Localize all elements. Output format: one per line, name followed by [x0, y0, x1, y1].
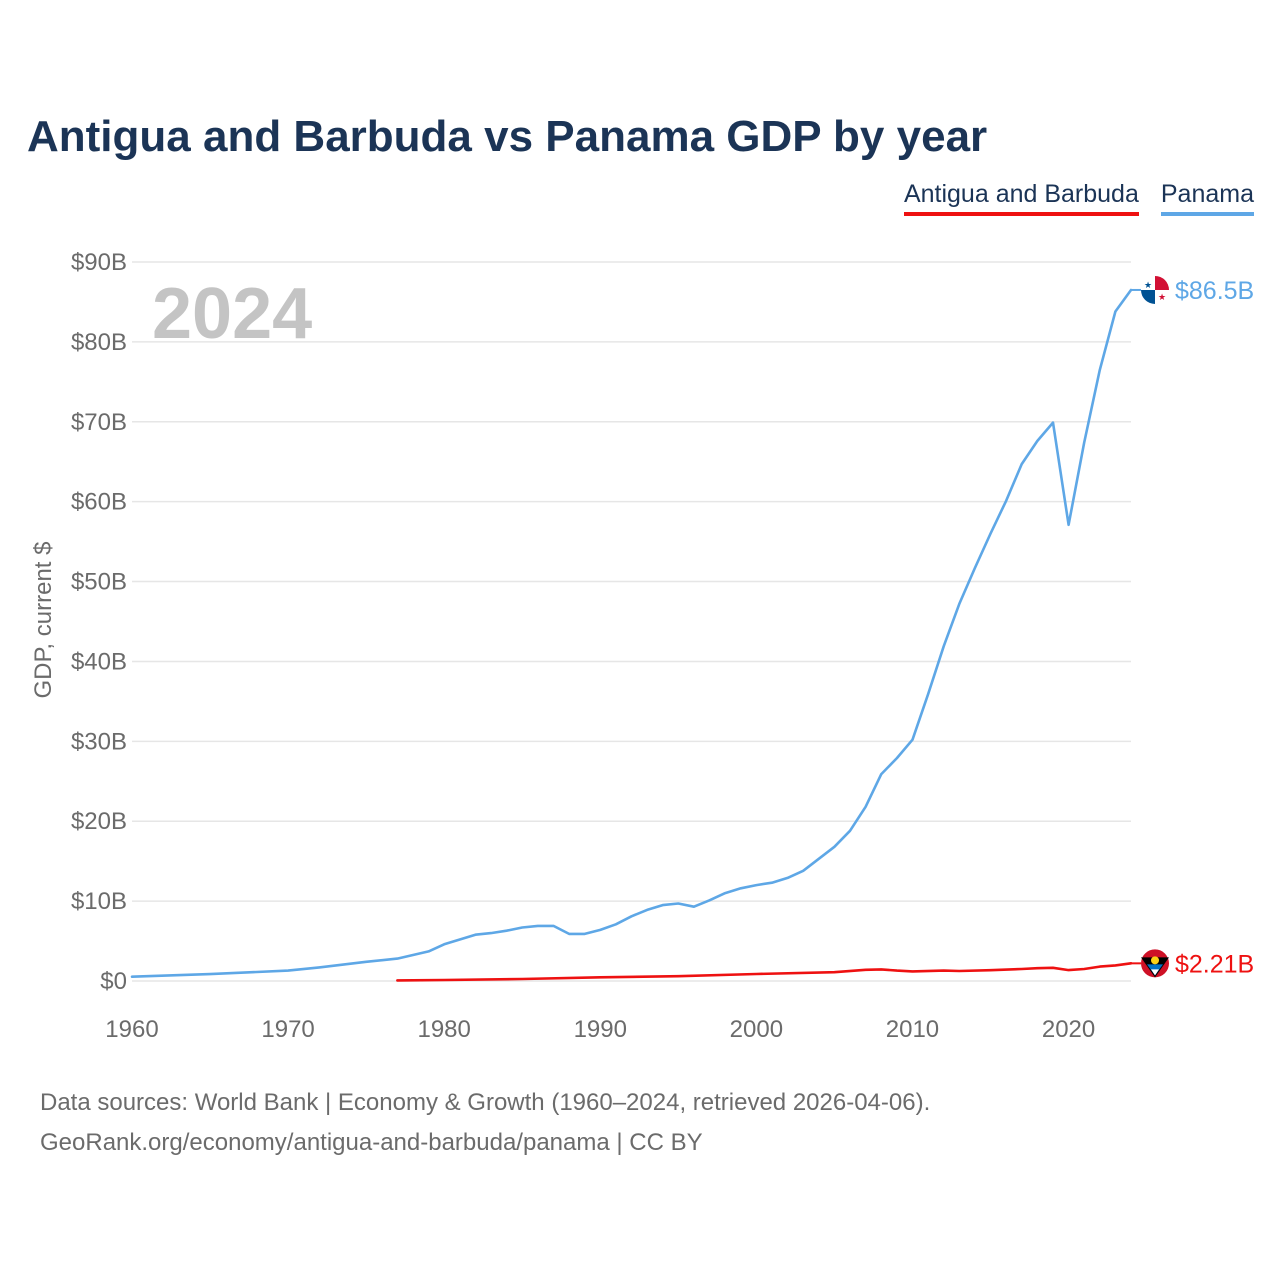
end-value-label-antigua-and-barbuda: $2.21B [1175, 950, 1254, 978]
legend-item-antigua-and-barbuda[interactable]: Antigua and Barbuda [903, 180, 1139, 216]
flag-quarter-blue [1141, 289, 1155, 304]
x-tick-label: 1990 [574, 1016, 627, 1043]
legend: Antigua and Barbuda Panama [903, 180, 1254, 216]
y-tick-label: $40B [71, 648, 127, 675]
source-note: Data sources: World Bank | Economy & Gro… [40, 1083, 930, 1163]
source-line-1: Data sources: World Bank | Economy & Gro… [40, 1089, 931, 1116]
y-tick-label: $0 [100, 968, 127, 995]
year-watermark: 2024 [152, 274, 312, 354]
y-tick-label: $50B [71, 569, 127, 596]
flag-star-blue: ★ [1144, 280, 1152, 290]
y-tick-label: $30B [71, 728, 127, 755]
chart-title: Antigua and Barbuda vs Panama GDP by yea… [27, 112, 988, 161]
y-tick-label: $80B [71, 329, 127, 356]
y-tick-label: $10B [71, 888, 127, 915]
y-tick-label: $60B [71, 489, 127, 516]
x-tick-label: 2010 [886, 1016, 939, 1043]
flag-band-white [1151, 969, 1159, 976]
gridlines [132, 261, 1131, 982]
end-markers: ★★ $86.5B$2.21B [1131, 275, 1254, 978]
x-tick-label: 2020 [1042, 1016, 1095, 1043]
flag-icon-panama: ★★ [1141, 275, 1169, 304]
y-tick-label: $90B [71, 249, 127, 276]
series-line-panama [130, 288, 1133, 979]
y-tick-label: $70B [71, 409, 127, 436]
flag-star-red: ★ [1158, 292, 1166, 302]
series-lines [130, 288, 1133, 982]
x-tick-label: 1960 [105, 1016, 158, 1043]
x-axis-ticks: 1960 1970 1980 1990 2000 2010 2020 [105, 1016, 1095, 1043]
flag-quarter-red [1155, 275, 1169, 290]
x-tick-label: 2000 [730, 1016, 783, 1043]
flag-sun [1151, 956, 1159, 965]
legend-item-panama[interactable]: Panama [1160, 180, 1254, 216]
y-axis-label: GDP, current $ [30, 542, 57, 699]
flag-icon-antigua-and-barbuda [1141, 949, 1169, 978]
y-tick-label: $20B [71, 808, 127, 835]
end-value-label-panama: $86.5B [1175, 277, 1254, 305]
x-tick-label: 1970 [261, 1016, 314, 1043]
source-line-2[interactable]: GeoRank.org/economy/antigua-and-barbuda/… [40, 1129, 703, 1156]
series-line-antigua-and-barbuda [396, 961, 1133, 982]
x-tick-label: 1980 [417, 1016, 470, 1043]
y-axis-ticks: $0 $10B $20B $30B $40B $50B $60B $70B $80B $90B [71, 249, 127, 995]
